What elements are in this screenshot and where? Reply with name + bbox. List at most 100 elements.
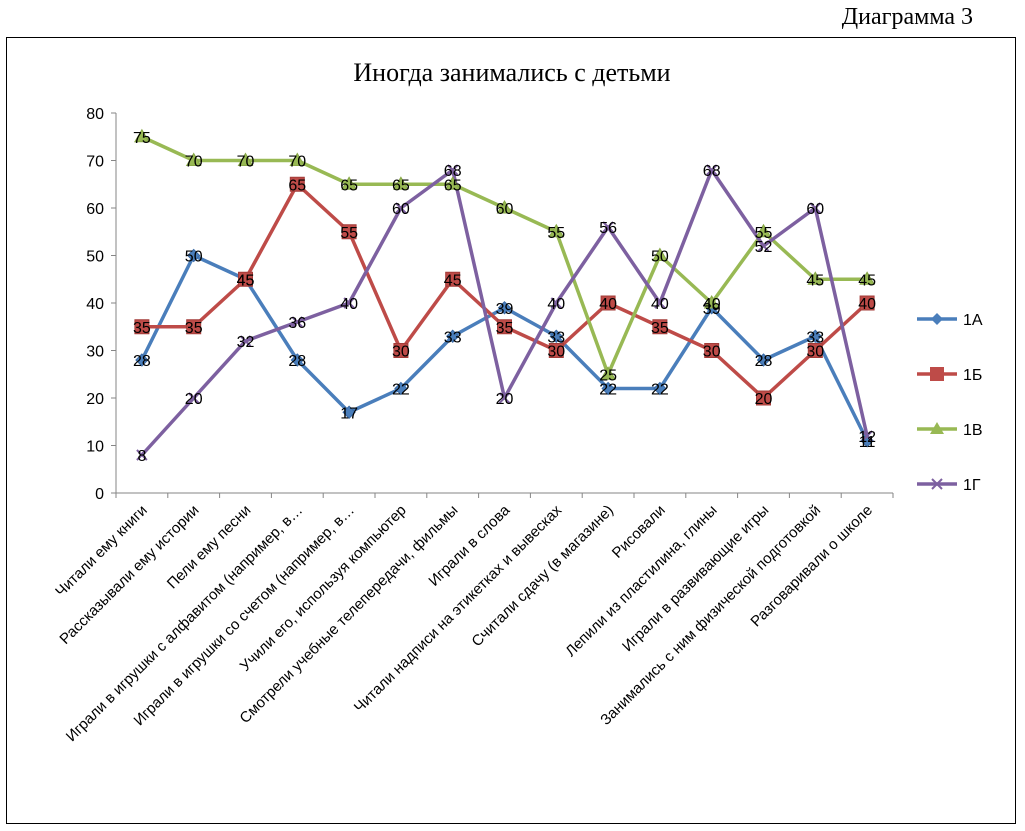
data-point <box>135 353 149 367</box>
data-point <box>444 176 461 190</box>
data-point <box>859 295 875 311</box>
data-label: 17 <box>340 405 358 422</box>
data-label: 40 <box>599 296 617 313</box>
figure-caption: Диаграмма 3 <box>841 4 973 30</box>
data-label: 40 <box>340 296 358 313</box>
data-label: 39 <box>496 301 514 318</box>
y-tick-label: 40 <box>86 296 104 313</box>
data-label: 28 <box>133 353 151 370</box>
data-label: 11 <box>859 434 876 451</box>
legend-marker <box>931 313 943 325</box>
chart-title: Иногда занимались с детьми <box>353 58 670 87</box>
data-label: 65 <box>392 177 410 194</box>
data-point <box>808 329 823 343</box>
data-point <box>343 297 355 309</box>
data-point <box>185 152 202 166</box>
data-label: 32 <box>237 334 255 351</box>
legend-marker <box>930 367 944 381</box>
data-point <box>341 224 357 240</box>
data-point <box>549 329 564 343</box>
legend-label: 1А <box>963 312 983 329</box>
legend-label: 1Б <box>963 367 982 384</box>
y-tick-label: 10 <box>86 439 104 456</box>
data-point <box>134 128 150 143</box>
data-label: 45 <box>237 272 255 289</box>
data-label: 60 <box>392 201 410 218</box>
data-label: 70 <box>185 154 203 171</box>
data-point <box>704 343 720 358</box>
data-point <box>341 176 357 190</box>
data-point <box>550 297 563 309</box>
data-label: 56 <box>599 220 617 237</box>
data-label: 22 <box>651 382 669 399</box>
data-point <box>497 319 512 335</box>
series-markers <box>134 128 875 461</box>
data-label: 40 <box>547 296 565 313</box>
data-label: 22 <box>599 382 617 399</box>
data-point <box>498 392 511 404</box>
data-point <box>601 381 615 396</box>
legend-label: 1Г <box>963 477 981 494</box>
data-point <box>602 221 614 233</box>
data-point <box>755 223 772 238</box>
data-point <box>446 164 459 176</box>
y-tick-label: 0 <box>95 486 104 503</box>
data-label: 12 <box>858 429 876 446</box>
data-label: 45 <box>444 272 462 289</box>
data-label: 40 <box>651 296 669 313</box>
y-tick-label: 20 <box>86 391 104 408</box>
data-label: 65 <box>288 177 306 194</box>
data-point <box>239 335 252 347</box>
data-point <box>342 405 356 419</box>
data-label: 50 <box>651 249 669 266</box>
data-label: 68 <box>444 163 462 180</box>
data-label: 40 <box>703 296 721 313</box>
data-point <box>393 176 409 190</box>
data-point <box>548 343 564 358</box>
data-point <box>136 449 148 461</box>
data-point <box>238 271 253 287</box>
data-label: 70 <box>237 154 255 171</box>
data-label: 55 <box>547 225 565 242</box>
data-point <box>600 295 616 311</box>
data-point <box>290 353 305 367</box>
data-point <box>394 381 408 396</box>
y-tick-label: 70 <box>86 154 104 171</box>
data-point <box>289 152 306 166</box>
data-point <box>237 152 254 166</box>
data-label: 40 <box>858 296 876 313</box>
y-tick-label: 80 <box>86 106 104 123</box>
data-point <box>187 392 200 404</box>
data-point <box>705 164 718 176</box>
data-point <box>289 176 305 192</box>
data-label: 20 <box>185 391 203 408</box>
data-label: 25 <box>599 367 617 384</box>
data-point <box>861 430 873 442</box>
data-label: 35 <box>651 320 669 337</box>
legend-marker <box>930 422 944 434</box>
data-label: 45 <box>237 272 255 289</box>
axes: 0 10 20 30 40 50 60 70 80 <box>86 106 894 503</box>
data-label: 55 <box>340 225 358 242</box>
data-label: 8 <box>137 448 146 465</box>
data-label: 20 <box>496 391 514 408</box>
data-label: 33 <box>444 329 462 346</box>
data-label: 65 <box>444 177 462 194</box>
data-label: 68 <box>703 163 721 180</box>
y-tick-label: 60 <box>86 201 104 218</box>
data-point <box>497 301 512 315</box>
data-point <box>393 343 409 358</box>
data-label: 35 <box>185 320 203 337</box>
legend: 1А 1Б 1В 1Г <box>917 312 983 494</box>
data-point <box>548 223 565 238</box>
data-point <box>600 366 616 380</box>
x-category-label: Читали ему книги <box>52 502 150 600</box>
data-label: 33 <box>547 329 565 346</box>
data-label: 45 <box>858 272 876 289</box>
data-point <box>134 319 150 335</box>
y-tick-label: 50 <box>86 249 104 266</box>
y-tick-label: 30 <box>86 344 104 361</box>
data-label: 45 <box>806 272 824 289</box>
data-label: 20 <box>755 391 773 408</box>
